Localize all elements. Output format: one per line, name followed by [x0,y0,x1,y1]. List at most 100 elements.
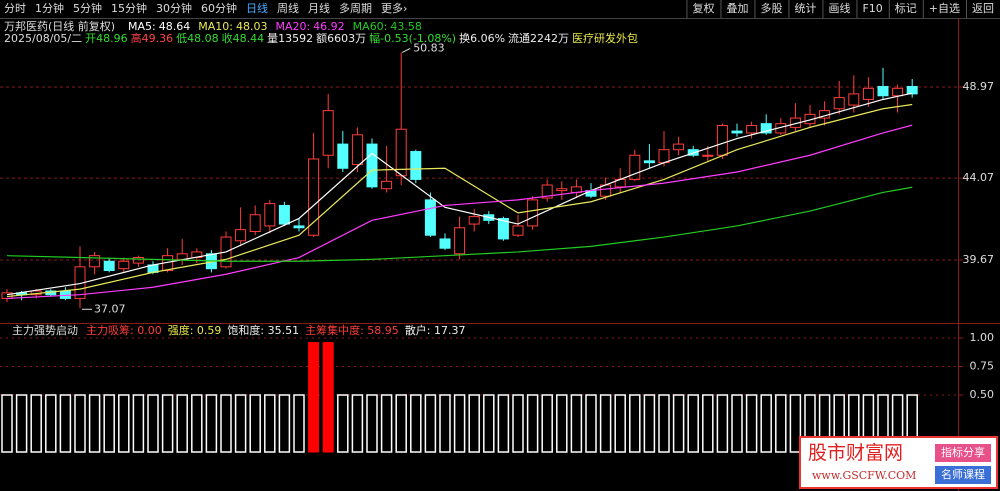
bar [672,394,685,453]
toolbar-tab[interactable]: 30分钟 [156,1,192,15]
toolbar-tab[interactable]: 5分钟 [73,1,102,15]
toolbar-button[interactable]: F10 [862,2,882,15]
candle-body [877,85,889,97]
candle-body [454,227,466,255]
toolbar-tab[interactable]: 60分钟 [201,1,237,15]
ma-line [6,103,913,298]
info-item: 医疗研发外包 [572,31,638,45]
bar [278,394,291,453]
watermark-name: 股市财富网 [808,442,903,464]
legend-name: MA10: [198,20,233,33]
bar [410,394,422,453]
toolbar-button[interactable]: 多股 [760,1,782,15]
bar [366,394,378,453]
y-tick-label: 0.50 [970,388,995,401]
toolbar-tab[interactable]: 15分钟 [111,1,147,15]
bar [468,394,480,453]
y-tick-label: 0.75 [970,360,995,373]
toolbar-button[interactable]: +自选 [929,2,960,15]
bar [322,342,334,453]
candle-body [249,214,261,232]
candle-body [381,180,393,190]
watermark-tag: 指标分享 [941,445,985,459]
indicator-stat: 饱和度: 35.51 [227,323,299,337]
toolbar-tab[interactable]: 分时 [4,2,26,15]
bar [1,394,13,453]
toolbar-button[interactable]: 复权 [692,1,714,15]
bar [789,394,802,453]
indicator-stat: 强度: 0.59 [168,323,222,337]
bar [439,394,451,453]
candle-body [556,188,568,192]
bar [395,394,407,453]
bar [220,394,232,453]
legend-value: 43.58 [390,20,422,33]
bar [731,394,743,453]
toolbar-button[interactable]: 标记 [895,1,917,15]
legend-name: MA60: [353,20,388,33]
ma-line [6,124,913,300]
toolbar-button[interactable]: 返回 [972,2,994,15]
toolbar-button[interactable]: 叠加 [726,2,748,15]
bar [512,394,524,453]
watermark-url: www.GSCFW.COM [812,469,916,482]
candle-body [527,199,539,227]
candle-body [862,87,874,100]
bar [234,394,247,453]
bar [585,394,597,453]
candle-body [541,184,553,199]
toolbar-tab[interactable]: 更多› [381,1,407,15]
candle-body [848,93,860,106]
candle-body [731,130,743,134]
indicator-stat: 主力吸筹: 0.00 [86,323,162,337]
toolbar-button[interactable]: 画线 [828,1,850,15]
candle-body [906,85,918,95]
candle-body [322,110,334,156]
bar [702,394,714,453]
candle-body [132,257,144,264]
bar [760,394,772,453]
bar [380,394,393,453]
high-annotation: 50.83 [413,41,445,54]
candle-body [629,154,641,180]
toolbar-tab[interactable]: 多周期 [339,1,372,15]
legend-name: MA20: [275,20,310,33]
bar [15,394,28,453]
candle-body [264,203,276,227]
candle-body [366,143,378,188]
bar [629,394,641,453]
bar [351,394,364,453]
legend-name: MA5: [128,20,156,33]
bar [716,394,729,453]
toolbar-button[interactable]: 统计 [794,2,816,15]
bar [88,394,101,453]
info-item: 流通2242万 [508,31,569,45]
bar [308,342,320,453]
info-item: 换6.06% [459,31,505,45]
bar [118,394,130,453]
bar [132,394,145,453]
bar [191,394,203,453]
candle-body [468,216,480,225]
info-item: 开48.96 [85,32,128,45]
bar [103,394,115,453]
toolbar-tab[interactable]: 1分钟 [35,1,64,15]
candle-body [351,134,363,166]
legend-value: 48.64 [159,20,191,33]
candle-body [833,97,845,110]
bar [74,394,86,453]
toolbar-tab[interactable]: 日线 [246,1,268,15]
candle-body [337,143,349,169]
low-annotation: 37.07 [94,302,126,315]
bar [45,394,57,453]
watermark-tag: 名师课程 [941,467,985,481]
candle-body [643,160,655,164]
candle-body [103,260,115,272]
info-item: 2025/08/05/二 [4,32,82,45]
info-item: 低48.08 [176,32,219,45]
toolbar-tab[interactable]: 周线 [277,1,299,15]
candle-body [746,125,758,134]
bar [775,394,787,453]
toolbar-tab[interactable]: 月线 [308,1,330,15]
